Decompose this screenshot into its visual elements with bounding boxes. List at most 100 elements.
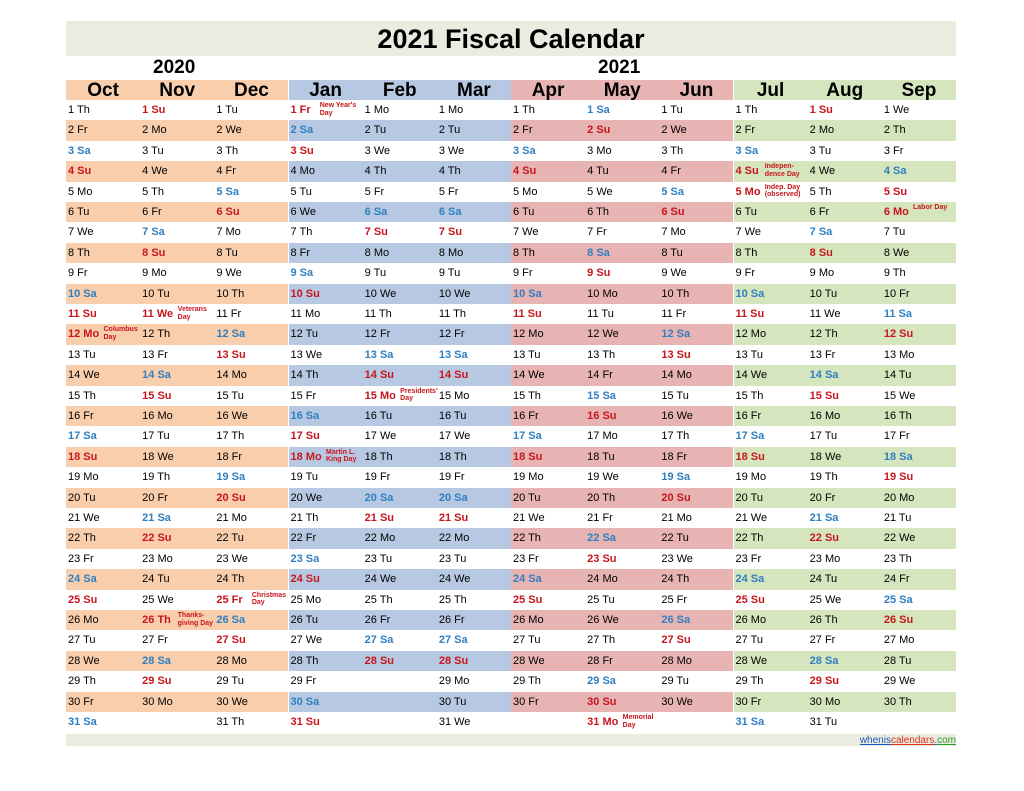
- row-band: [214, 161, 289, 182]
- row-band: [733, 406, 808, 427]
- day-label: 1 Tu: [661, 104, 683, 116]
- day-cell: 6 Tu: [734, 202, 808, 222]
- day-label: 18 Su: [735, 450, 765, 463]
- day-cell: 20 Su: [659, 488, 733, 508]
- footer-banner: [66, 734, 956, 746]
- day-cell: 11 Tu: [585, 304, 659, 324]
- day-label: 17 Su: [290, 430, 320, 443]
- day-label: 25 Su: [735, 593, 765, 606]
- row-band: [511, 610, 586, 631]
- day-label: 1 We: [883, 104, 910, 116]
- day-cell: 24 Th: [659, 569, 733, 589]
- day-label: 20 Sa: [438, 491, 468, 504]
- day-label: 8 Tu: [661, 246, 683, 259]
- day-label: 14 We: [735, 369, 768, 382]
- day-cell: 3 Sa: [511, 141, 585, 161]
- day-cell: 9 Mo: [140, 263, 214, 283]
- day-cell: 1 Mo: [437, 100, 511, 120]
- day-label: 13 Mo: [883, 348, 915, 361]
- day-cell: 8 Th: [511, 243, 585, 263]
- day-label: 8 Sa: [587, 246, 610, 259]
- day-cell: 30 Fr: [734, 692, 808, 712]
- day-cell: 25 Th: [363, 590, 437, 610]
- day-label: 4 Fr: [216, 165, 236, 178]
- day-cell: 3 Fr: [882, 141, 956, 161]
- credit-part-2: calendars: [890, 735, 935, 746]
- day-cell: 22 Sa: [585, 528, 659, 548]
- day-cell: 12 Fr: [437, 324, 511, 344]
- day-label: 30 Fr: [513, 695, 539, 708]
- day-label: 21 Sa: [809, 512, 839, 524]
- day-label: 25 Sa: [883, 593, 913, 606]
- day-cell: 9 Tu: [437, 263, 511, 283]
- day-label: 1 Mo: [364, 104, 390, 116]
- row-band: [881, 569, 956, 590]
- row-band: [362, 324, 437, 345]
- day-cell: 15 We: [882, 386, 956, 406]
- day-label: 16 Mo: [809, 410, 841, 422]
- day-cell: 24 Tu: [808, 569, 882, 589]
- day-cell: 18 We: [140, 447, 214, 467]
- day-cell: 8 Th: [734, 243, 808, 263]
- day-label: 11 Fr: [661, 308, 687, 320]
- day-label: 30 Th: [883, 695, 912, 708]
- day-cell: 8 We: [882, 243, 956, 263]
- day-cell: 15 Th: [66, 386, 140, 406]
- day-cell: 19 Sa: [659, 467, 733, 487]
- row-band: [66, 528, 141, 549]
- day-label: 3 Mo: [587, 144, 612, 157]
- day-cell: 17 We: [437, 426, 511, 446]
- day-cell: 13 Su: [214, 345, 288, 365]
- row-band: [511, 406, 586, 427]
- day-cell: 11 We Veterans Day: [140, 304, 214, 324]
- day-label: 30 Tu: [438, 695, 467, 708]
- day-cell: 19 We: [585, 467, 659, 487]
- day-label: 15 Mo: [438, 389, 470, 402]
- day-cell: 15 Tu: [214, 386, 288, 406]
- day-cell: 7 Su: [437, 222, 511, 242]
- row-band: [436, 446, 511, 468]
- day-cell: 21 Sa: [140, 508, 214, 528]
- row-band: [511, 691, 586, 712]
- day-label: 28 Th: [290, 654, 319, 667]
- day-cell: 13 We: [289, 345, 363, 365]
- day-cell: 9 Sa: [289, 263, 363, 283]
- month-header-bg-mar: [436, 80, 511, 100]
- day-cell: 15 Mo: [437, 386, 511, 406]
- day-label: 22 Th: [68, 532, 96, 545]
- day-label: 20 Tu: [735, 491, 764, 504]
- day-label: 22 Mo: [364, 532, 396, 545]
- row-band: [66, 242, 141, 264]
- day-cell: 1 We: [882, 100, 956, 120]
- holiday-label: Indep. Day (observed): [764, 183, 801, 199]
- day-cell: 18 Su: [66, 447, 140, 467]
- row-band: [66, 324, 141, 345]
- day-label: 5 Mo: [68, 185, 93, 198]
- day-label: 4 Th: [364, 165, 387, 178]
- day-label: 20 Sa: [364, 491, 394, 504]
- row-band: [733, 283, 808, 304]
- day-label: 25 Th: [438, 593, 467, 606]
- row-band: [362, 283, 437, 304]
- day-label: 1 Tu: [216, 104, 238, 116]
- row-band: [66, 691, 141, 712]
- day-cell: 24 Sa: [66, 569, 140, 589]
- day-cell: 20 Sa: [437, 488, 511, 508]
- day-label: 4 Su: [68, 165, 92, 178]
- row-band: [214, 324, 289, 345]
- day-label: 12 Th: [809, 328, 838, 341]
- day-label: 24 Th: [216, 573, 245, 586]
- day-label: 9 Su: [587, 267, 611, 280]
- day-label: 11 Fr: [216, 308, 242, 320]
- day-cell: 20 We: [289, 488, 363, 508]
- day-cell: 30 Mo: [140, 692, 214, 712]
- day-label: 23 Mo: [142, 552, 173, 565]
- day-label: 11 We: [809, 308, 841, 320]
- day-label: 17 Fr: [883, 430, 910, 443]
- day-label: 30 Mo: [809, 695, 841, 708]
- day-cell: 3 Tu: [140, 141, 214, 161]
- day-cell: 11 Su: [734, 304, 808, 324]
- credit-link[interactable]: wheniscalendars.com: [860, 735, 956, 747]
- day-label: 27 Su: [661, 634, 691, 647]
- day-cell: 7 Sa: [808, 222, 882, 242]
